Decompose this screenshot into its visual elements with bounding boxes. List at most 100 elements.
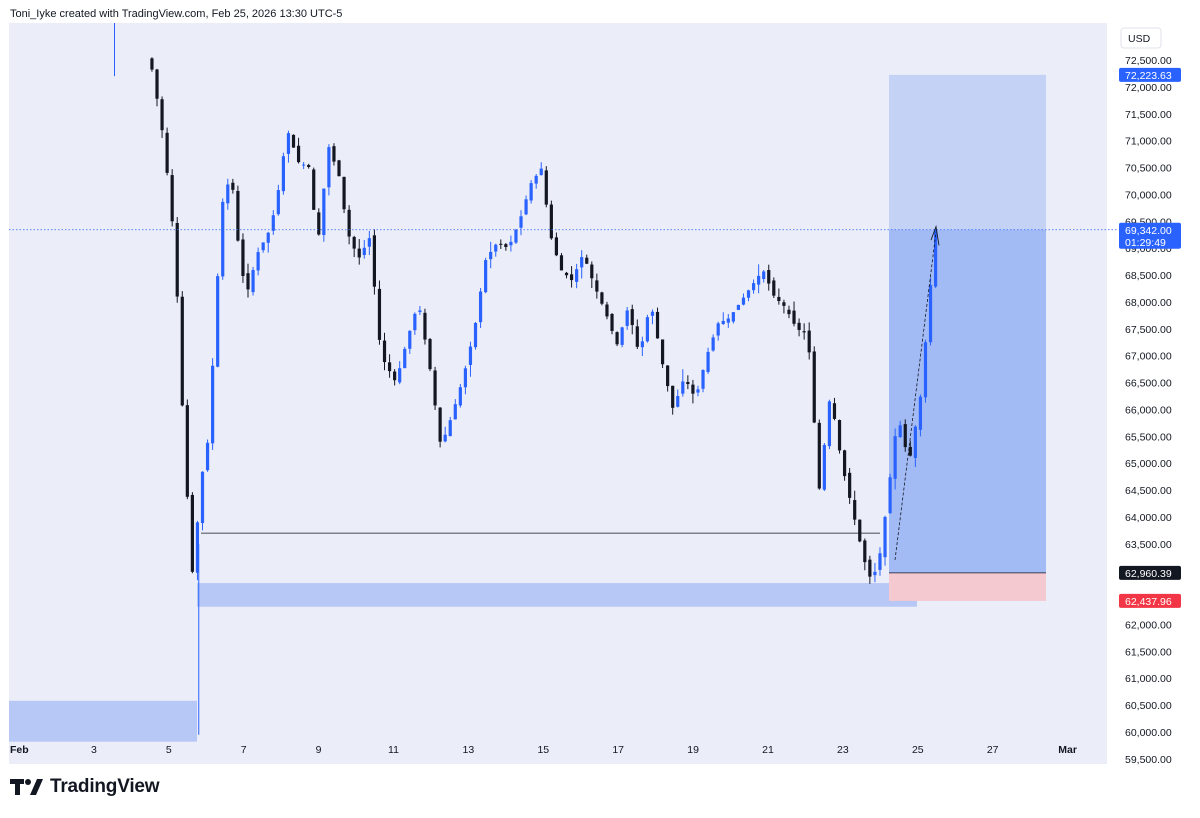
candle-body	[478, 291, 483, 323]
candle-body	[377, 288, 382, 340]
candle-body	[428, 339, 432, 370]
candle-body	[175, 222, 179, 297]
candle-body	[848, 472, 852, 498]
candle-body	[403, 348, 407, 369]
candle-body	[312, 169, 316, 210]
candle-body	[150, 58, 154, 70]
candle-body	[200, 471, 205, 524]
candle-body	[413, 313, 417, 331]
y-axis: USD 72,500.00 72,000.00 71,500.00 71,000.00 7…	[1120, 27, 1172, 766]
candle-body	[494, 244, 498, 252]
candle-body	[888, 477, 892, 514]
candle-body	[569, 274, 574, 281]
y-tick-label: 64,500.00	[1125, 485, 1172, 497]
lower-demand-zone	[9, 700, 197, 742]
candle-body	[170, 175, 174, 222]
candle-body	[317, 212, 321, 235]
y-tick-label: 72,500.00	[1125, 55, 1172, 67]
stop-price-label-bg	[1119, 593, 1181, 608]
projection-arrow-line	[894, 231, 937, 561]
zones-layer	[9, 74, 1046, 742]
candle-body	[221, 201, 225, 277]
candle-body	[473, 322, 478, 348]
candle-body	[564, 272, 569, 276]
candle-body	[216, 276, 220, 367]
y-tick-label: 65,000.00	[1125, 458, 1172, 470]
candle-body	[286, 133, 291, 154]
candle-body	[387, 362, 392, 372]
candle-body	[822, 444, 826, 490]
candle-body	[802, 331, 806, 333]
y-tick-label: 62,000.00	[1125, 619, 1172, 631]
candle-body	[332, 146, 336, 162]
x-tick-label: 9	[316, 744, 322, 756]
candle-body	[524, 199, 528, 215]
candle-body	[418, 310, 422, 313]
candle-body	[691, 384, 695, 394]
y-tick-label: 70,500.00	[1125, 163, 1172, 175]
y-tick-label: 66,500.00	[1125, 378, 1172, 390]
candle-body	[625, 310, 629, 326]
candle-body	[832, 403, 837, 419]
candle-body	[327, 147, 331, 188]
candle-body	[393, 371, 397, 381]
x-tick-label: 21	[762, 744, 774, 756]
candle-body	[281, 156, 285, 192]
candle-body	[812, 351, 816, 423]
candle-body	[342, 176, 346, 210]
y-tick-label: 64,000.00	[1125, 512, 1172, 524]
candle-body	[256, 252, 260, 271]
candle-body	[580, 257, 584, 268]
candle-body	[241, 239, 245, 276]
candle-body	[827, 401, 832, 447]
candle-body	[458, 387, 462, 406]
y-tick-label: 63,500.00	[1125, 539, 1172, 551]
x-tick-label: Mar	[1058, 744, 1077, 756]
y-tick-label: 67,000.00	[1125, 351, 1172, 363]
candle-body	[519, 216, 523, 228]
candle-body	[271, 215, 275, 231]
candle-body	[696, 389, 700, 393]
candle-body	[554, 237, 559, 256]
candle-body	[605, 304, 609, 317]
candle-body	[883, 516, 887, 558]
x-tick-label: 3	[91, 744, 97, 756]
candle-body	[499, 243, 503, 245]
candle-body	[908, 446, 912, 456]
candle-body	[468, 346, 473, 365]
candle-body	[681, 381, 685, 394]
candle-body	[772, 280, 776, 296]
candle-body	[155, 69, 159, 99]
candle-body	[398, 368, 402, 383]
candle-body	[509, 241, 513, 246]
candle-body	[352, 236, 356, 249]
candle-body	[484, 260, 488, 293]
lines-layer	[9, 224, 1118, 561]
candle-body	[645, 317, 650, 342]
y-tick-label: 71,500.00	[1125, 109, 1172, 121]
candle-body	[615, 332, 619, 345]
candle-body	[448, 420, 452, 437]
candle-body	[782, 302, 786, 306]
tradingview-logo-icon	[10, 779, 43, 795]
candle-body	[291, 134, 296, 148]
candle-body	[165, 132, 169, 173]
candle-body	[266, 232, 270, 243]
candle-body	[721, 320, 725, 324]
target-price-label-text: 72,223.63	[1125, 70, 1172, 82]
candle-body	[701, 370, 705, 389]
candle-body	[928, 284, 933, 343]
stop-zone	[889, 572, 1046, 601]
candle-body	[559, 255, 564, 271]
y-tick-label: 72,000.00	[1125, 82, 1172, 94]
candle-body	[180, 296, 184, 406]
candle-body	[529, 183, 533, 201]
candle-body	[751, 283, 756, 291]
candle-body	[933, 229, 938, 287]
candles-layer	[113, 23, 938, 735]
projection-arrowhead	[930, 224, 940, 246]
candle-body	[863, 540, 867, 563]
x-tick-label: 17	[612, 744, 624, 756]
